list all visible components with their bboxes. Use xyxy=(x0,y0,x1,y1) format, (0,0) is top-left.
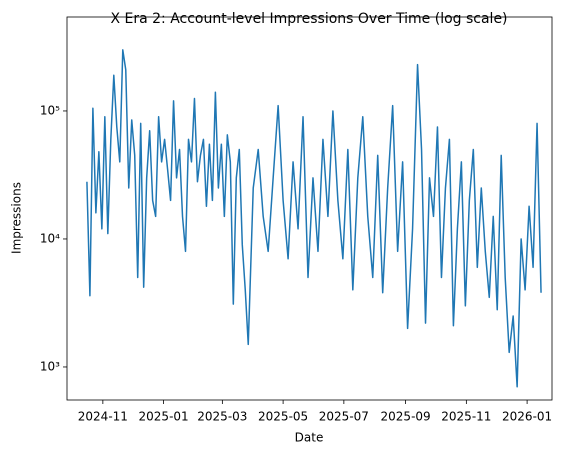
x-tick-label: 2025-11 xyxy=(441,410,491,424)
x-tick-label: 2024-11 xyxy=(78,410,128,424)
data-line xyxy=(86,49,542,388)
axes-frame xyxy=(66,16,553,401)
x-tick-label: 2025-09 xyxy=(381,410,431,424)
x-tick-label: 2025-07 xyxy=(319,410,369,424)
x-tick-label: 2025-01 xyxy=(139,410,189,424)
x-tick-label: 2026-01 xyxy=(502,410,552,424)
y-axis-label: Impressions xyxy=(10,182,24,254)
y-tick-label: 10⁴ xyxy=(40,231,60,245)
y-tick-label: 10⁵ xyxy=(40,103,60,117)
y-tick-label: 10³ xyxy=(40,359,60,373)
x-tick-label: 2025-03 xyxy=(197,410,247,424)
chart-title: X Era 2: Account-level Impressions Over … xyxy=(110,11,507,27)
x-axis-label: Date xyxy=(295,431,324,445)
x-tick-label: 2025-05 xyxy=(258,410,308,424)
